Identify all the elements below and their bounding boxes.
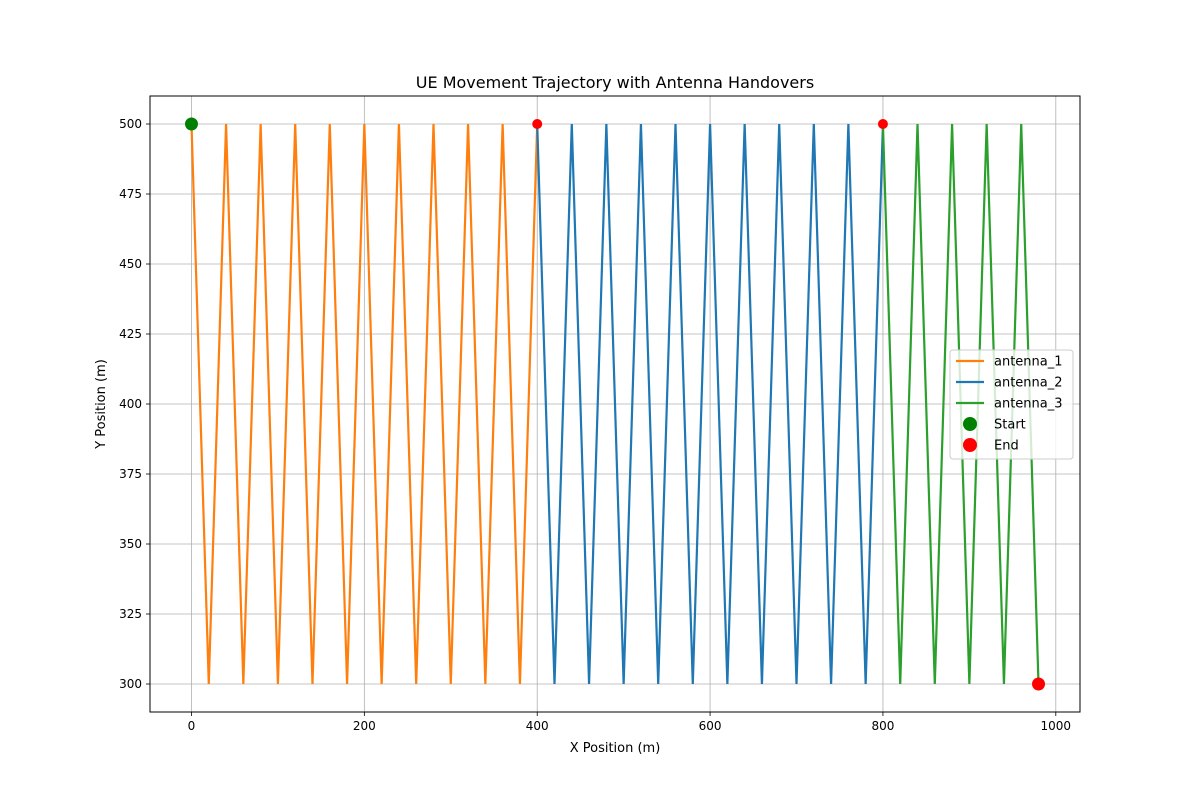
x-tick-label: 800 — [871, 719, 894, 733]
axis-ticks: 0 200 400 600 800 1000 300 325 350 375 400 425 450 47… — [119, 117, 1071, 733]
start-marker — [184, 117, 198, 131]
legend-box — [949, 349, 1074, 460]
x-tick-label: 0 — [188, 719, 196, 733]
handover-marker — [877, 119, 888, 129]
y-tick-label: 500 — [119, 117, 142, 131]
legend-label: antenna_2 — [994, 376, 1063, 391]
legend-swatch-start — [963, 417, 977, 431]
y-axis-label: Y Position (m) — [94, 359, 109, 450]
y-tick-label: 325 — [119, 607, 142, 621]
x-tick-label: 600 — [699, 719, 722, 733]
point-markers — [184, 117, 1046, 691]
legend-label: antenna_3 — [994, 397, 1063, 412]
x-tick-label: 200 — [353, 719, 376, 733]
x-tick-label: 1000 — [1041, 719, 1072, 733]
y-tick-label: 350 — [119, 537, 142, 551]
y-tick-label: 425 — [119, 327, 142, 341]
y-tick-label: 450 — [119, 257, 142, 271]
series-line-antenna-1 — [190, 123, 539, 685]
y-tick-label: 300 — [119, 677, 142, 691]
end-marker — [1032, 677, 1046, 691]
series-line-antenna-2 — [536, 123, 885, 685]
x-axis-label: X Position (m) — [570, 741, 661, 756]
chart-title: UE Movement Trajectory with Antenna Hand… — [416, 73, 814, 92]
legend-label: antenna_1 — [994, 355, 1063, 370]
legend: antenna_1 antenna_2 antenna_3 Start End — [949, 349, 1074, 460]
y-tick-label: 400 — [119, 397, 142, 411]
legend-label: Start — [994, 418, 1026, 433]
handover-marker — [532, 119, 543, 129]
y-tick-label: 475 — [119, 187, 142, 201]
y-tick-label: 375 — [119, 467, 142, 481]
x-tick-label: 400 — [526, 719, 549, 733]
legend-swatch-end — [963, 438, 977, 452]
legend-label: End — [994, 439, 1019, 454]
